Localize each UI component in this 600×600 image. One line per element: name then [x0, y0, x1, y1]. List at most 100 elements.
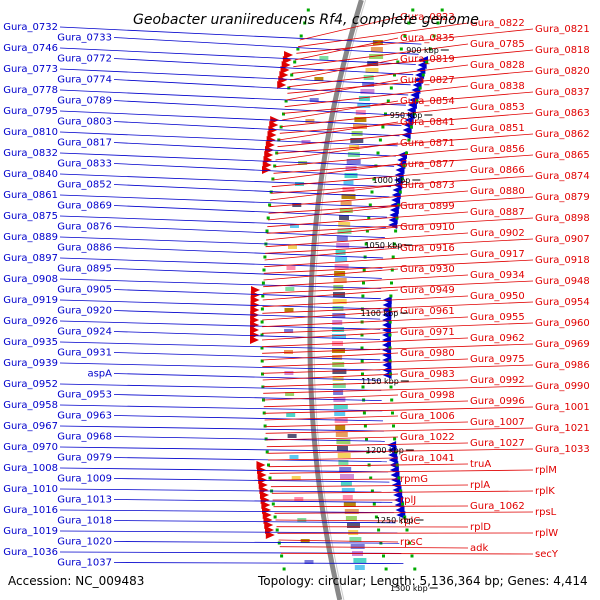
gene-label-right: Gura_0960 [535, 318, 590, 329]
reverse-strand-arrow-icon [393, 496, 403, 504]
gene-label-right: Gura_0853 [470, 102, 525, 113]
gene-connector-left [59, 215, 386, 228]
tick-dot [386, 99, 390, 103]
tick-dot [284, 99, 288, 103]
gene-connector-right [283, 91, 534, 114]
gene-connector-right [266, 442, 469, 448]
tick-dot [360, 359, 364, 363]
gene-label-left: Gura_0895 [57, 264, 112, 275]
gene-label-left: Gura_0968 [57, 432, 112, 443]
tick-dot [266, 216, 270, 220]
gene-connector-right [280, 552, 534, 555]
gene-label-left: Gura_0963 [57, 411, 112, 422]
tick-dot [418, 86, 422, 90]
gene-feature-block [362, 82, 375, 87]
gene-label-left: Gura_0905 [57, 285, 112, 296]
gene-label-left: Gura_0967 [3, 421, 58, 432]
gene-connector-right [265, 427, 534, 434]
gene-connector-right [265, 232, 469, 248]
gene-connector-right [288, 64, 469, 88]
tick-dot [260, 333, 264, 337]
reverse-strand-arrow-icon [387, 441, 397, 449]
tick-dot [364, 242, 368, 246]
gene-feature-block [343, 502, 356, 507]
gene-label-right: Gura_0998 [400, 390, 455, 401]
gene-label-right: Gura_0917 [470, 249, 525, 260]
gene-connector-right [291, 49, 534, 74]
tick-dot [365, 229, 369, 233]
forward-strand-arrow-icon [264, 151, 274, 159]
gene-label-left: Gura_0924 [57, 327, 112, 338]
gene-label-left: Gura_0908 [3, 274, 58, 285]
gene-feature-block [340, 201, 352, 206]
tick-dot [260, 320, 264, 324]
gene-connector-right [290, 58, 399, 81]
gene-connector-left [113, 226, 385, 238]
gene-connector-right [266, 226, 399, 241]
gene-label-right: Gura_0871 [400, 138, 455, 149]
gene-connector-left [59, 278, 382, 289]
tick-dot [388, 307, 392, 311]
gene-label-right: Gura_0969 [535, 339, 590, 350]
gene-connector-right [267, 211, 469, 228]
gene-label-right: rplW [535, 528, 558, 539]
gene-label-right: Gura_0818 [535, 45, 590, 56]
gene-label-left: Gura_1016 [3, 505, 58, 516]
gene-connector-left [113, 541, 400, 544]
reverse-strand-arrow-icon [401, 131, 411, 139]
gene-label-right: Gura_0899 [400, 201, 455, 212]
tick-dot [402, 164, 406, 168]
tick-dot [362, 268, 366, 272]
tick-dot [269, 190, 273, 194]
gene-connector-right [263, 385, 534, 394]
gene-connector-right [267, 448, 534, 454]
gene-feature-block [291, 476, 301, 480]
tick-dot [262, 268, 266, 272]
gene-label-right: rplD [470, 522, 491, 533]
gene-labels: Gura_0732Gura_0733Gura_0746Gura_0772Gura… [3, 12, 590, 569]
gene-label-left: Gura_0774 [57, 75, 112, 86]
tick-dot [306, 8, 310, 12]
gene-connector-right [293, 43, 469, 68]
forward-strand-arrow-icon [277, 81, 287, 89]
gene-feature-block [338, 222, 351, 227]
gene-connector-left [113, 289, 381, 300]
tick-dot [405, 151, 408, 155]
tick-dot [390, 268, 394, 272]
gene-connector-right [263, 268, 399, 281]
gene-feature-block [332, 306, 344, 311]
gene-connector-left [113, 163, 393, 177]
gene-connector-left [59, 194, 389, 208]
gene-connector-right [265, 238, 534, 254]
gene-feature-block [337, 229, 352, 234]
gene-feature-block [292, 203, 302, 207]
gene-label-right: rpsL [535, 507, 557, 518]
gene-connector-right [278, 121, 399, 141]
gene-label-right: Gura_0907 [535, 234, 590, 245]
tick-dot [425, 60, 429, 64]
gene-feature-block [335, 257, 348, 262]
tick-dot [372, 502, 376, 506]
gene-connector-left [59, 362, 381, 371]
gene-feature-block [353, 558, 367, 563]
gene-label-left: Gura_0840 [3, 169, 58, 180]
gene-label-left: Gura_0979 [57, 453, 112, 464]
gene-feature-block [365, 68, 379, 73]
tick-dot [361, 385, 365, 389]
gene-connector-left [113, 100, 404, 116]
gene-connector-right [267, 457, 399, 461]
tick-dot [261, 294, 265, 298]
gene-label-right: Gura_0879 [535, 192, 590, 203]
gene-connector-right [277, 127, 469, 148]
forward-strand-arrow-icon [251, 286, 261, 294]
tick-dot [407, 138, 411, 142]
gene-connector-right [280, 106, 469, 128]
gene-connector-right [262, 310, 399, 321]
gene-connector-right [261, 337, 469, 348]
gene-feature-block [286, 413, 296, 417]
forward-strand-arrow-icon [268, 126, 278, 134]
gene-feature-block [286, 266, 296, 270]
tick-dot [384, 567, 388, 571]
gene-feature-block [332, 299, 347, 304]
forward-strand-arrow-icon [263, 156, 273, 164]
